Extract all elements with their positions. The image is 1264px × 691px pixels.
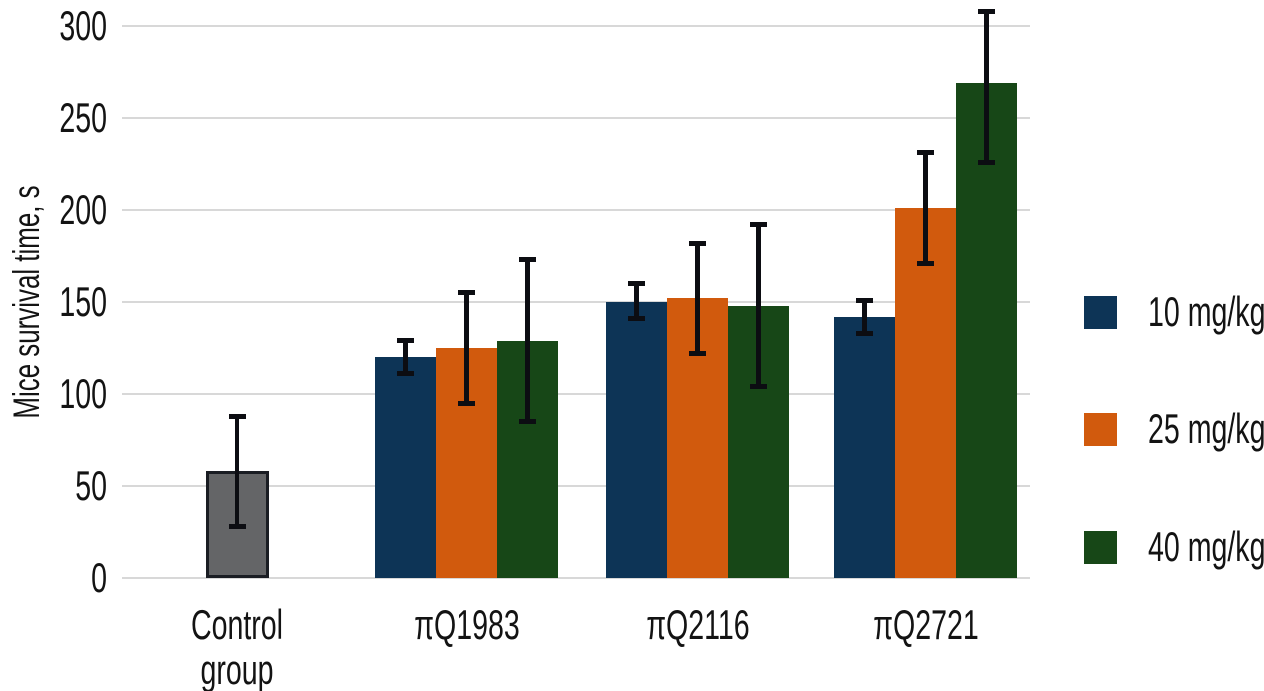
error-bar-line	[756, 224, 761, 387]
y-tick-label: 200	[59, 186, 107, 233]
legend-swatch	[1084, 413, 1117, 446]
y-tick-label: 50	[75, 462, 107, 509]
error-bar-line	[403, 340, 408, 374]
y-tick-label: 150	[59, 278, 107, 325]
error-bar-line	[634, 283, 639, 319]
error-bar-cap	[458, 290, 475, 296]
bar	[834, 316, 895, 578]
error-bar-line	[984, 11, 989, 163]
gridline	[122, 25, 1030, 27]
error-bar-cap	[519, 257, 536, 263]
y-tick-label: 0	[91, 554, 107, 601]
error-bar-cap	[917, 260, 934, 266]
error-bar-cap	[228, 413, 246, 419]
error-bar-cap	[917, 150, 934, 156]
legend-swatch	[1084, 296, 1117, 329]
error-bar-cap	[856, 330, 873, 336]
bar	[375, 357, 436, 578]
error-bar-cap	[397, 338, 414, 344]
error-bar-cap	[750, 384, 767, 390]
error-bar-cap	[978, 8, 995, 14]
legend-label: 25 mg/kg	[1148, 405, 1264, 452]
legend-swatch	[1084, 531, 1117, 564]
y-tick-label: 250	[59, 94, 107, 141]
bar	[956, 83, 1017, 578]
gridline	[122, 393, 1030, 395]
gridline	[122, 301, 1030, 303]
error-bar-line	[234, 416, 240, 527]
bar	[895, 208, 956, 578]
gridline	[122, 485, 1030, 487]
error-bar-cap	[397, 371, 414, 377]
error-bar-cap	[628, 316, 645, 322]
error-bar-cap	[978, 159, 995, 165]
x-tick-label: πQ2721	[872, 601, 979, 648]
error-bar-cap	[689, 351, 706, 357]
x-tick-label: πQ2116	[645, 601, 750, 648]
error-bar-line	[695, 243, 700, 354]
y-tick-label: 100	[59, 370, 107, 417]
gridline	[122, 209, 1030, 211]
bar	[606, 302, 667, 578]
gridline	[122, 577, 1030, 579]
x-tick-label: Control group	[190, 601, 284, 691]
gridline	[122, 117, 1030, 119]
error-bar-line	[525, 259, 530, 422]
legend-label: 10 mg/kg	[1148, 288, 1264, 335]
error-bar-line	[923, 152, 928, 264]
legend-label: 40 mg/kg	[1148, 523, 1264, 570]
error-bar-cap	[856, 297, 873, 303]
error-bar-line	[862, 300, 867, 334]
x-tick-label: πQ1983	[413, 601, 520, 648]
error-bar-cap	[689, 240, 706, 246]
error-bar-cap	[228, 523, 246, 529]
error-bar-line	[464, 292, 469, 404]
error-bar-cap	[750, 222, 767, 228]
error-bar-cap	[519, 419, 536, 425]
error-bar-cap	[628, 281, 645, 287]
y-tick-label: 300	[59, 2, 107, 49]
error-bar-cap	[458, 400, 475, 406]
